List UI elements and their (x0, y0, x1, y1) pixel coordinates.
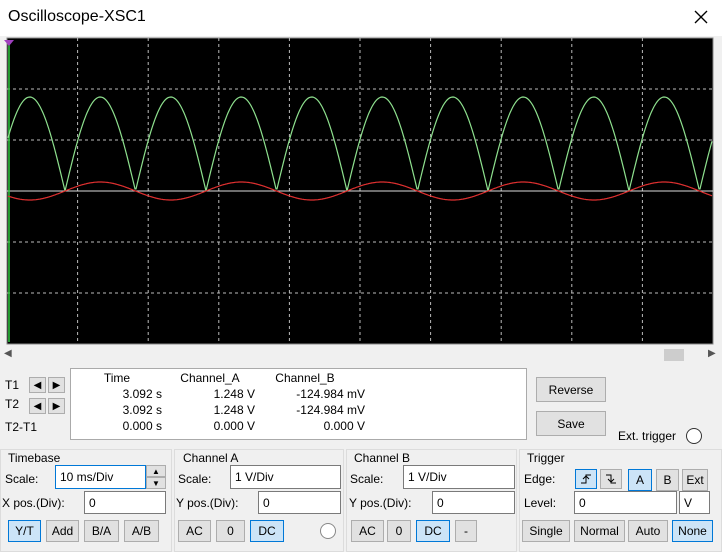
mode-button[interactable]: 0 (387, 520, 411, 542)
ext-trigger-label: Ext. trigger (618, 429, 677, 443)
mode-button[interactable]: Single (522, 520, 570, 542)
reverse-button[interactable]: Reverse (536, 377, 606, 402)
field-label: Y pos.(Div): (349, 496, 412, 510)
field-label: Scale: (5, 472, 39, 486)
scroll-left[interactable]: ◀ (4, 348, 12, 359)
t2-right[interactable]: ▶ (48, 398, 65, 414)
t2-left[interactable]: ◀ (29, 398, 46, 414)
group-title: Channel B (354, 451, 411, 465)
mode-button[interactable]: 0 (216, 520, 245, 542)
scale-input[interactable]: 10 ms/Div (55, 465, 146, 489)
field-label: Edge: (524, 472, 556, 486)
t1-right[interactable]: ▶ (48, 377, 65, 393)
ypos-input[interactable]: 0 (258, 491, 341, 514)
mode-button[interactable]: B/A (84, 520, 119, 542)
mode-button[interactable]: DC (416, 520, 450, 542)
ypos-input[interactable]: 0 (432, 491, 515, 514)
mode-button[interactable]: Ext (682, 469, 708, 491)
readout-table (70, 368, 527, 440)
group-title: Channel A (183, 451, 239, 465)
mode-button[interactable]: None (672, 520, 713, 542)
field-label: Scale: (350, 472, 384, 486)
window-title: Oscilloscope-XSC1 (8, 8, 146, 25)
t2-t1-label: T2-T1 (5, 420, 38, 434)
mode-button[interactable]: A (628, 469, 652, 491)
field-label: Scale: (178, 472, 212, 486)
channel-a-trace (7, 96, 713, 192)
readout-cell: -124.984 mV (296, 403, 365, 417)
t2-label: T2 (5, 397, 20, 411)
rising-edge[interactable] (575, 469, 597, 489)
field-label: Level: (524, 496, 557, 510)
scale-input[interactable]: 1 V/Div (230, 465, 341, 489)
column-header: Channel_B (275, 371, 335, 385)
scope-display (4, 37, 714, 345)
mode-button[interactable]: Add (46, 520, 79, 542)
mode-button[interactable]: Y/T (8, 520, 41, 542)
group-title: Timebase (8, 451, 61, 465)
level-input[interactable]: 0 (574, 491, 677, 514)
scrollbar[interactable] (0, 348, 722, 362)
spin-up[interactable]: ▲ (146, 465, 166, 477)
level-unit[interactable]: V (679, 491, 710, 514)
xpos-input[interactable]: 0 (84, 491, 166, 514)
mode-button[interactable]: Normal (574, 520, 625, 542)
channel-a-terminal[interactable] (320, 523, 336, 539)
mode-button[interactable]: Auto (628, 520, 668, 542)
column-header: Channel_A (180, 371, 240, 385)
spin-down[interactable]: ▼ (146, 477, 166, 489)
cursor-marker[interactable] (4, 40, 14, 46)
readout-cell: 3.092 s (122, 387, 162, 401)
channel-b-trace (7, 181, 713, 201)
readout-cell: 3.092 s (122, 403, 162, 417)
falling-edge[interactable] (600, 469, 622, 489)
scale-input[interactable]: 1 V/Div (403, 465, 515, 489)
mode-button[interactable]: AC (351, 520, 384, 542)
title-bar (0, 0, 722, 36)
mode-button[interactable]: A/B (124, 520, 159, 542)
field-label: X pos.(Div): (2, 496, 65, 510)
readout-cell: 1.248 V (213, 387, 255, 401)
save-button[interactable]: Save (536, 411, 606, 436)
field-label: Y pos.(Div): (176, 496, 239, 510)
mode-button[interactable]: - (455, 520, 477, 542)
group-title: Trigger (527, 451, 565, 465)
scroll-right[interactable]: ▶ (708, 348, 716, 359)
mode-button[interactable]: DC (250, 520, 284, 542)
readout-cell: 0.000 s (122, 419, 162, 433)
column-header: Time (103, 371, 131, 385)
t1-label: T1 (5, 378, 20, 392)
readout-cell: 0.000 V (323, 419, 365, 433)
readout-cell: 0.000 V (213, 419, 255, 433)
mode-button[interactable]: AC (178, 520, 211, 542)
close-button[interactable] (690, 6, 712, 28)
scroll-thumb[interactable] (664, 349, 684, 361)
mode-button[interactable]: B (656, 469, 679, 491)
readout-cell: 1.248 V (213, 403, 255, 417)
readout-cell: -124.984 mV (296, 387, 365, 401)
ext-trigger-terminal[interactable] (686, 428, 702, 444)
t1-left[interactable]: ◀ (29, 377, 46, 393)
